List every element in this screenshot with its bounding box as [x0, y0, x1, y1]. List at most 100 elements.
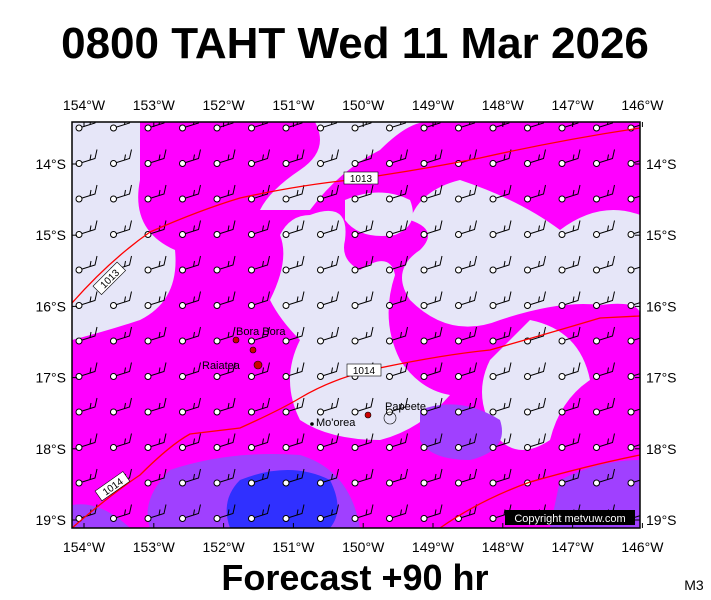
wind-barb — [320, 184, 339, 200]
wind-barb — [285, 504, 305, 519]
isobar-line — [72, 127, 640, 304]
wind-station — [489, 231, 497, 238]
wind-barb — [251, 397, 270, 413]
wind-station — [593, 302, 600, 309]
wind-barb — [113, 504, 132, 519]
wind-station — [593, 160, 600, 167]
wind-barb — [458, 220, 477, 235]
wind-station — [282, 160, 290, 167]
wind-barb — [78, 362, 98, 377]
wind-station — [317, 160, 324, 167]
wind-station — [248, 302, 255, 309]
wind-barb — [423, 291, 443, 306]
wind-barb — [458, 255, 477, 271]
wind-barb — [320, 291, 339, 306]
wind-barb — [147, 433, 167, 448]
wind-station — [386, 479, 393, 487]
longitude-label: 149°W — [412, 539, 455, 555]
wind-barb — [251, 326, 270, 342]
wind-station — [558, 124, 566, 132]
wind-station — [386, 373, 393, 380]
wind-barb — [251, 291, 270, 306]
wind-barb — [596, 362, 615, 377]
wind-station — [179, 302, 186, 309]
wind-barb — [78, 149, 98, 164]
wind-barb — [147, 397, 167, 413]
wind-station — [282, 444, 290, 451]
wind-station — [455, 337, 462, 345]
island — [364, 411, 372, 419]
wind-barb — [389, 504, 408, 519]
longitude-label: 150°W — [342, 97, 385, 113]
wind-station — [75, 302, 83, 309]
wind-station — [282, 408, 290, 416]
wind-station — [420, 231, 428, 238]
wind-barb — [285, 291, 305, 306]
wind-station — [317, 266, 324, 274]
wind-barb — [216, 326, 236, 342]
wind-station — [144, 124, 152, 132]
wind-station — [213, 444, 221, 451]
place-label: Mo'orea — [316, 417, 356, 429]
wind-barb — [561, 468, 581, 484]
wind-barb — [113, 433, 132, 448]
wind-barb — [561, 291, 581, 306]
wind-station — [75, 231, 83, 238]
wind-barb — [113, 326, 132, 342]
wind-station — [179, 444, 186, 451]
wind-station — [593, 266, 600, 274]
wind-barb — [389, 122, 407, 129]
wind-station — [489, 408, 497, 416]
wind-barb — [113, 122, 131, 129]
wind-station — [593, 124, 600, 132]
wind-barb — [423, 504, 443, 519]
wind-barb — [182, 362, 201, 377]
wind-barb — [78, 468, 98, 484]
wind-station — [317, 302, 324, 309]
wind-station — [351, 408, 359, 416]
wind-station — [110, 408, 117, 416]
place-label: Raiatea — [202, 360, 241, 372]
wind-barb — [596, 220, 615, 235]
wind-station — [455, 408, 462, 416]
wind-station — [75, 444, 83, 451]
wind-barb — [182, 397, 201, 413]
wind-station — [248, 231, 255, 238]
place-label: Papeete — [385, 401, 426, 413]
wind-barb — [596, 433, 615, 448]
wind-station — [593, 195, 600, 203]
wind-station — [213, 515, 221, 522]
longitude-label: 153°W — [133, 539, 176, 555]
wind-station — [593, 408, 600, 416]
wind-station — [489, 266, 497, 274]
wind-station — [351, 124, 359, 132]
wind-barb — [630, 160, 640, 164]
wind-station — [524, 231, 531, 238]
place-label: Bora Bora — [236, 326, 286, 338]
wind-barb — [561, 362, 581, 377]
wind-station — [75, 266, 83, 274]
longitude-label: 153°W — [133, 97, 176, 113]
wind-barb — [354, 122, 372, 129]
wind-barb — [320, 468, 339, 484]
wind-barb — [182, 122, 200, 129]
wind-barb — [216, 397, 236, 413]
wind-barb — [285, 220, 305, 235]
wind-barb — [492, 433, 512, 448]
wind-barb — [561, 149, 581, 164]
wind-barb — [561, 220, 581, 235]
wind-station — [420, 266, 428, 274]
wind-barb — [251, 149, 270, 164]
wind-station — [627, 479, 635, 487]
wind-station — [627, 444, 635, 451]
wind-barb — [561, 397, 581, 413]
wind-station — [317, 231, 324, 238]
wind-station — [75, 408, 83, 416]
wind-station — [386, 515, 393, 522]
wind-barb — [492, 468, 512, 484]
wind-station — [627, 302, 635, 309]
copyright-box — [505, 510, 635, 525]
wind-barb — [423, 468, 443, 484]
wind-barb — [389, 220, 408, 235]
wind-barb — [596, 326, 615, 342]
